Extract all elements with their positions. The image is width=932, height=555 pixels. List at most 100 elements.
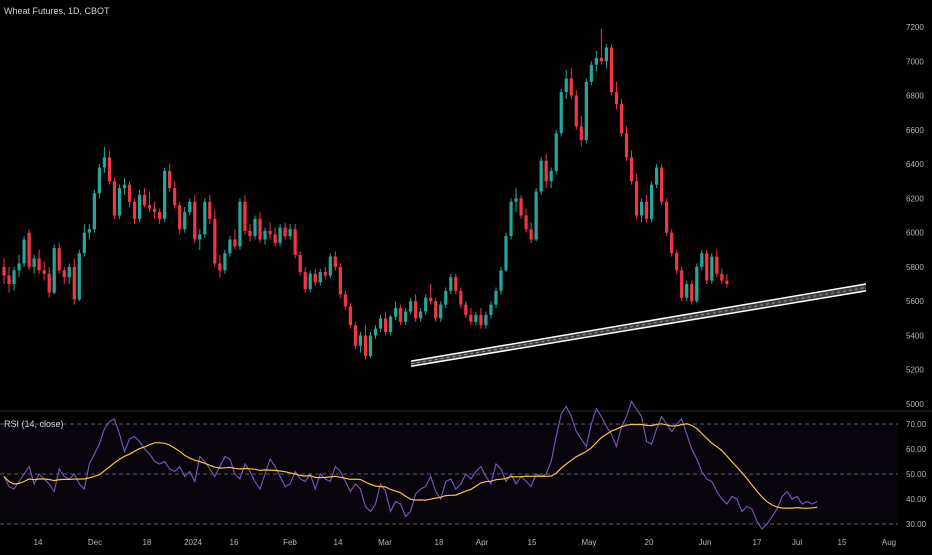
candle: [127, 181, 132, 207]
candle: [660, 164, 664, 206]
candle-body: [343, 294, 347, 307]
candle: [449, 273, 453, 295]
candle-body: [137, 194, 142, 219]
candle-body: [92, 193, 96, 230]
rsi-tick-label: 60.00: [906, 445, 927, 454]
candle-body: [253, 218, 257, 237]
candle-body: [193, 201, 197, 240]
candle: [604, 44, 608, 69]
candle-body: [263, 230, 267, 240]
candle: [479, 308, 483, 329]
candle: [454, 273, 458, 295]
candle-body: [373, 328, 378, 336]
candle: [198, 229, 202, 250]
candle-body: [308, 273, 312, 290]
candle: [680, 266, 684, 302]
candle-body: [519, 198, 523, 216]
candle: [183, 206, 187, 233]
candle-body: [17, 263, 21, 271]
candle-body: [47, 273, 51, 293]
candle-body: [158, 212, 162, 219]
candle: [670, 229, 674, 257]
candle: [474, 311, 478, 326]
candle-body: [72, 266, 76, 300]
time-tick-label: May: [581, 538, 596, 547]
candle-body: [670, 232, 674, 254]
candle-body: [695, 266, 699, 302]
candle: [434, 297, 438, 322]
candle: [52, 244, 56, 295]
candle: [569, 68, 573, 99]
candle: [92, 189, 96, 233]
trendline-lower[interactable]: [410, 290, 867, 368]
candle: [494, 287, 498, 309]
candle-body: [87, 229, 91, 233]
candle-body: [574, 95, 578, 127]
candle-body: [409, 301, 413, 312]
candle-body: [338, 266, 342, 295]
candle: [308, 270, 312, 293]
candle: [263, 227, 267, 245]
rsi-tick-label: 50.00: [906, 470, 927, 479]
candle-body: [248, 230, 252, 237]
candle: [549, 167, 553, 189]
trendline-channel[interactable]: [410, 283, 867, 368]
candle: [348, 302, 352, 329]
candle-body: [549, 170, 553, 182]
candle-body: [484, 314, 488, 326]
candle-body: [117, 188, 122, 216]
time-tick-label: Dec: [88, 538, 102, 547]
candle: [539, 157, 543, 195]
candle-body: [388, 316, 393, 333]
candle: [715, 249, 719, 278]
candle: [725, 273, 729, 288]
candle: [519, 194, 523, 219]
candle: [258, 212, 262, 243]
candle: [213, 210, 217, 267]
candle-body: [464, 304, 468, 315]
candle: [208, 194, 212, 225]
candle-body: [639, 201, 644, 216]
trendline-upper[interactable]: [410, 283, 867, 362]
price-tick-label: 6000: [906, 229, 924, 238]
candle: [168, 164, 172, 192]
candle-body: [609, 47, 614, 93]
candle-body: [579, 126, 583, 141]
candle-body: [449, 277, 453, 291]
candle: [559, 88, 563, 137]
candle-body: [12, 270, 16, 285]
candle-body: [57, 248, 61, 271]
candle-body: [77, 253, 81, 300]
candle-body: [2, 266, 6, 276]
candle: [509, 198, 513, 240]
candle-body: [27, 232, 31, 267]
price-tick-label: 6200: [906, 194, 924, 203]
candle-body: [559, 92, 563, 134]
candle: [594, 50, 598, 72]
candle: [574, 90, 578, 130]
price-tick-label: 5000: [906, 400, 924, 409]
candle-body: [363, 335, 368, 357]
candle-body: [173, 188, 177, 206]
candle-body: [147, 205, 152, 209]
candle: [87, 224, 91, 240]
candle: [579, 116, 583, 147]
candle: [393, 301, 398, 321]
candle-body: [629, 157, 634, 182]
candle-body: [112, 181, 117, 216]
candle-body: [725, 280, 729, 285]
candle-body: [680, 270, 684, 298]
candle: [429, 284, 433, 305]
candle: [524, 208, 528, 233]
candle-body: [685, 284, 689, 298]
rsi-title: RSI (14, close): [4, 419, 64, 429]
rsi-tick-label: 30.00: [906, 520, 927, 529]
candle: [122, 177, 127, 195]
candle: [554, 129, 558, 175]
candle: [243, 194, 247, 235]
candle-body: [183, 212, 187, 230]
candle-body: [529, 229, 533, 240]
candle-body: [700, 253, 704, 267]
candle-body: [188, 201, 192, 213]
candle-body: [42, 270, 46, 274]
